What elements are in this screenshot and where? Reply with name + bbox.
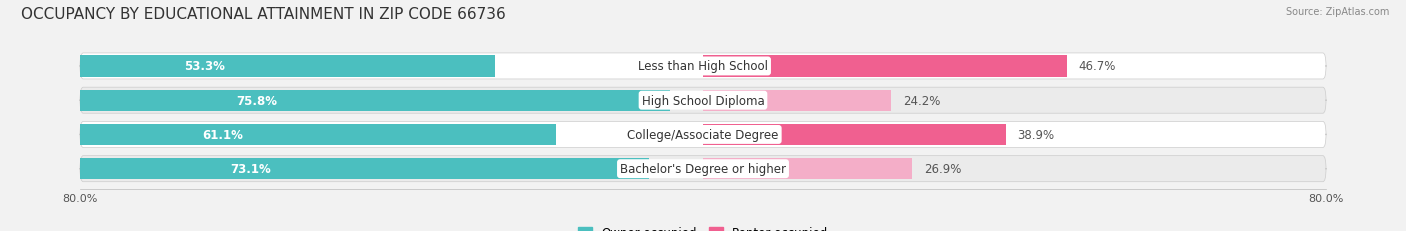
Bar — [80, 158, 650, 179]
Bar — [703, 56, 1067, 77]
Text: 26.9%: 26.9% — [924, 162, 962, 175]
Text: 24.2%: 24.2% — [903, 94, 941, 107]
Text: 75.8%: 75.8% — [236, 94, 278, 107]
FancyBboxPatch shape — [80, 88, 1326, 114]
Text: OCCUPANCY BY EDUCATIONAL ATTAINMENT IN ZIP CODE 66736: OCCUPANCY BY EDUCATIONAL ATTAINMENT IN Z… — [21, 7, 506, 22]
Text: 73.1%: 73.1% — [231, 162, 271, 175]
Text: 61.1%: 61.1% — [202, 128, 243, 141]
Bar — [703, 158, 912, 179]
Text: Source: ZipAtlas.com: Source: ZipAtlas.com — [1285, 7, 1389, 17]
Bar — [80, 124, 555, 146]
Bar — [703, 124, 1005, 146]
Text: 38.9%: 38.9% — [1018, 128, 1054, 141]
Bar — [80, 56, 495, 77]
Text: High School Diploma: High School Diploma — [641, 94, 765, 107]
Text: 46.7%: 46.7% — [1078, 60, 1115, 73]
Text: 53.3%: 53.3% — [184, 60, 225, 73]
Bar — [80, 90, 671, 111]
FancyBboxPatch shape — [80, 156, 1326, 182]
Text: Bachelor's Degree or higher: Bachelor's Degree or higher — [620, 162, 786, 175]
Text: College/Associate Degree: College/Associate Degree — [627, 128, 779, 141]
Legend: Owner-occupied, Renter-occupied: Owner-occupied, Renter-occupied — [572, 221, 834, 231]
FancyBboxPatch shape — [80, 122, 1326, 148]
FancyBboxPatch shape — [80, 54, 1326, 80]
Bar — [703, 90, 891, 111]
Text: Less than High School: Less than High School — [638, 60, 768, 73]
